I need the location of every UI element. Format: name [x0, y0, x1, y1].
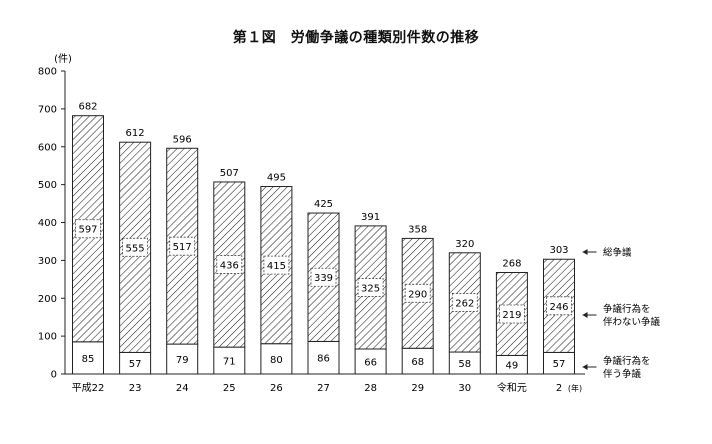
data-label-box	[451, 293, 478, 312]
data-label-without-action: 436	[220, 261, 239, 272]
y-tick-label: 600	[38, 142, 57, 153]
legend-label-line1: 争議行為を	[603, 355, 651, 367]
data-label-without-action: 415	[267, 261, 286, 272]
bar-with-action	[166, 343, 199, 375]
legend-label-line2: 伴う争議	[603, 368, 642, 380]
data-label-box	[263, 255, 290, 275]
data-label-box	[216, 255, 243, 274]
x-tick-label: 24	[176, 383, 189, 394]
data-label-with-action: 57	[129, 359, 142, 370]
x-tick-label: 令和元	[497, 381, 527, 394]
legend-arrow-head	[582, 312, 588, 318]
data-label-box	[498, 304, 525, 324]
data-label-box	[357, 278, 384, 297]
data-label-total: 303	[549, 245, 568, 256]
x-tick-label: 23	[129, 383, 142, 394]
data-label-total: 495	[267, 173, 286, 184]
x-tick-label: 29	[411, 383, 424, 394]
data-label-without-action: 325	[361, 283, 380, 294]
x-tick-label: 2	[556, 383, 562, 394]
data-label-total: 268	[502, 258, 521, 269]
data-label-with-action: 71	[223, 357, 236, 368]
y-axis-unit-label: (件)	[54, 53, 72, 65]
data-label-without-action: 246	[549, 302, 568, 313]
data-label-total: 596	[173, 134, 192, 145]
x-tick-label: 25	[223, 383, 236, 394]
data-label-without-action: 262	[455, 298, 474, 309]
y-tick-label: 300	[38, 256, 57, 267]
data-label-without-action: 597	[78, 225, 97, 236]
data-label-total: 507	[220, 168, 239, 179]
legend-label-line1: 争議行為を	[603, 303, 651, 315]
x-tick-label: 平成22	[72, 382, 105, 394]
data-label-box	[122, 237, 148, 257]
data-label-box	[546, 296, 572, 316]
bar-with-action	[354, 348, 387, 375]
y-tick-label: 200	[38, 294, 57, 305]
chart-title: 第１図 労働争議の種類別件数の推移	[232, 30, 480, 46]
x-tick-label: 28	[364, 383, 377, 394]
legend-label-line2: 伴わない争議	[603, 316, 661, 328]
x-tick-label: 26	[270, 383, 283, 394]
data-label-without-action: 555	[126, 243, 145, 254]
data-label-with-action: 66	[364, 358, 377, 369]
data-label-with-action: 85	[82, 354, 95, 365]
y-tick-label: 100	[38, 332, 57, 343]
data-label-without-action: 517	[173, 242, 192, 253]
data-label-with-action: 58	[458, 359, 471, 370]
data-label-total: 358	[408, 224, 427, 235]
legend-arrow-head	[582, 249, 588, 255]
data-label-with-action: 86	[317, 354, 330, 365]
x-tick-label: 27	[317, 383, 330, 394]
data-label-box	[404, 283, 431, 303]
data-label-box	[310, 267, 337, 287]
bar-with-action	[307, 340, 340, 375]
x-tick-label: 30	[458, 383, 471, 394]
data-label-box	[169, 236, 196, 256]
data-label-without-action: 219	[502, 310, 521, 321]
bar-with-action	[260, 343, 293, 375]
y-tick-label: 0	[51, 370, 57, 381]
data-label-total: 612	[126, 128, 145, 139]
data-label-without-action: 290	[408, 289, 427, 300]
data-label-with-action: 68	[411, 357, 424, 368]
data-label-with-action: 80	[270, 355, 283, 366]
legend-label: 総争議	[603, 247, 632, 259]
data-label-total: 391	[361, 212, 380, 223]
legend-arrow-head	[582, 364, 588, 370]
y-tick-label: 800	[38, 67, 57, 78]
x-axis-unit-label: (年)	[568, 383, 582, 393]
data-label-with-action: 79	[176, 355, 189, 366]
y-tick-label: 400	[38, 218, 57, 229]
y-tick-label: 500	[38, 180, 57, 191]
y-tick-label: 700	[38, 104, 57, 115]
data-label-total: 425	[314, 199, 333, 210]
data-label-total: 320	[455, 239, 474, 250]
data-label-with-action: 49	[506, 361, 519, 372]
bar-with-action	[213, 346, 246, 375]
data-label-box	[75, 219, 101, 239]
data-label-without-action: 339	[314, 273, 333, 284]
data-label-total: 682	[78, 102, 97, 113]
data-label-with-action: 57	[553, 359, 566, 370]
